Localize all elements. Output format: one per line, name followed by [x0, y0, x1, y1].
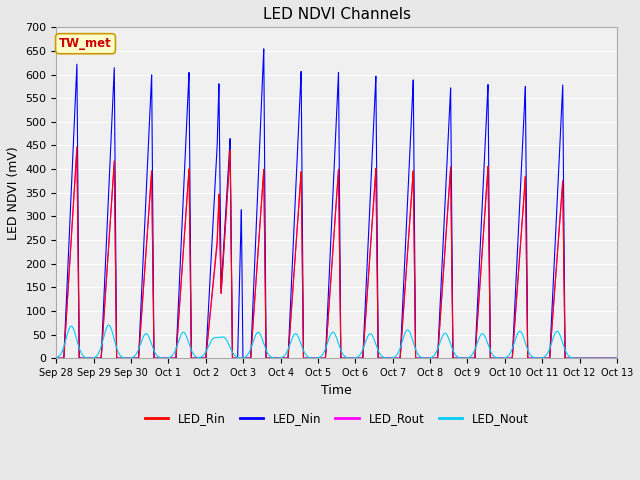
Title: LED NDVI Channels: LED NDVI Channels — [262, 7, 411, 22]
Text: TW_met: TW_met — [59, 37, 112, 50]
X-axis label: Time: Time — [321, 384, 352, 396]
Legend: LED_Rin, LED_Nin, LED_Rout, LED_Nout: LED_Rin, LED_Nin, LED_Rout, LED_Nout — [140, 407, 533, 430]
Y-axis label: LED NDVI (mV): LED NDVI (mV) — [7, 146, 20, 240]
